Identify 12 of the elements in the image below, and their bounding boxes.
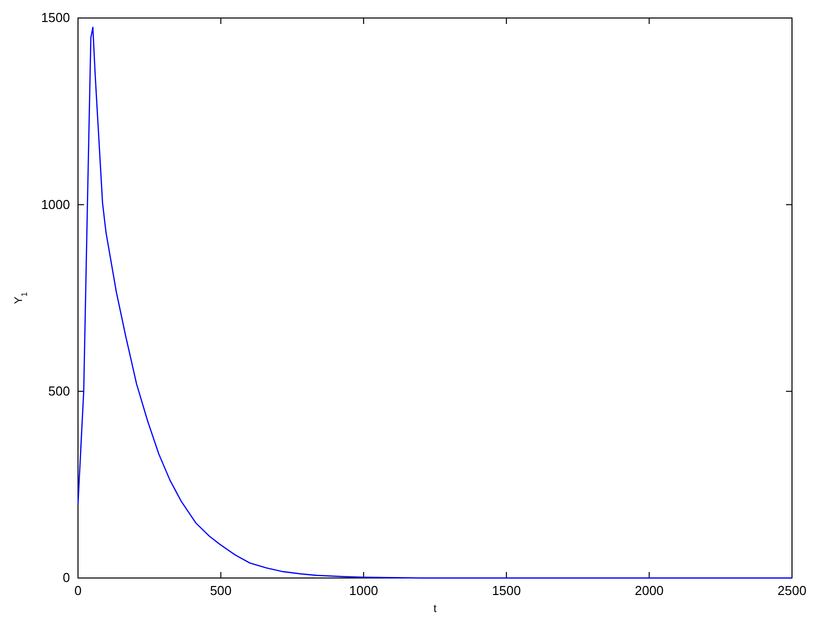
x-tick-label: 1500 (492, 583, 521, 598)
x-axis-title: t (433, 603, 437, 615)
y-tick-label: 0 (62, 570, 70, 586)
x-tick-label: 500 (210, 583, 232, 598)
y-tick-label: 500 (48, 383, 70, 398)
y-tick-label: 1500 (41, 10, 70, 26)
x-tick-label: 0 (74, 583, 82, 598)
x-tick-label: 1000 (349, 583, 378, 598)
x-tick-label: 2000 (634, 583, 664, 598)
line-series (77, 26, 793, 579)
y-tick-label: 1000 (41, 196, 70, 212)
x-tick-label: 2500 (778, 583, 806, 598)
